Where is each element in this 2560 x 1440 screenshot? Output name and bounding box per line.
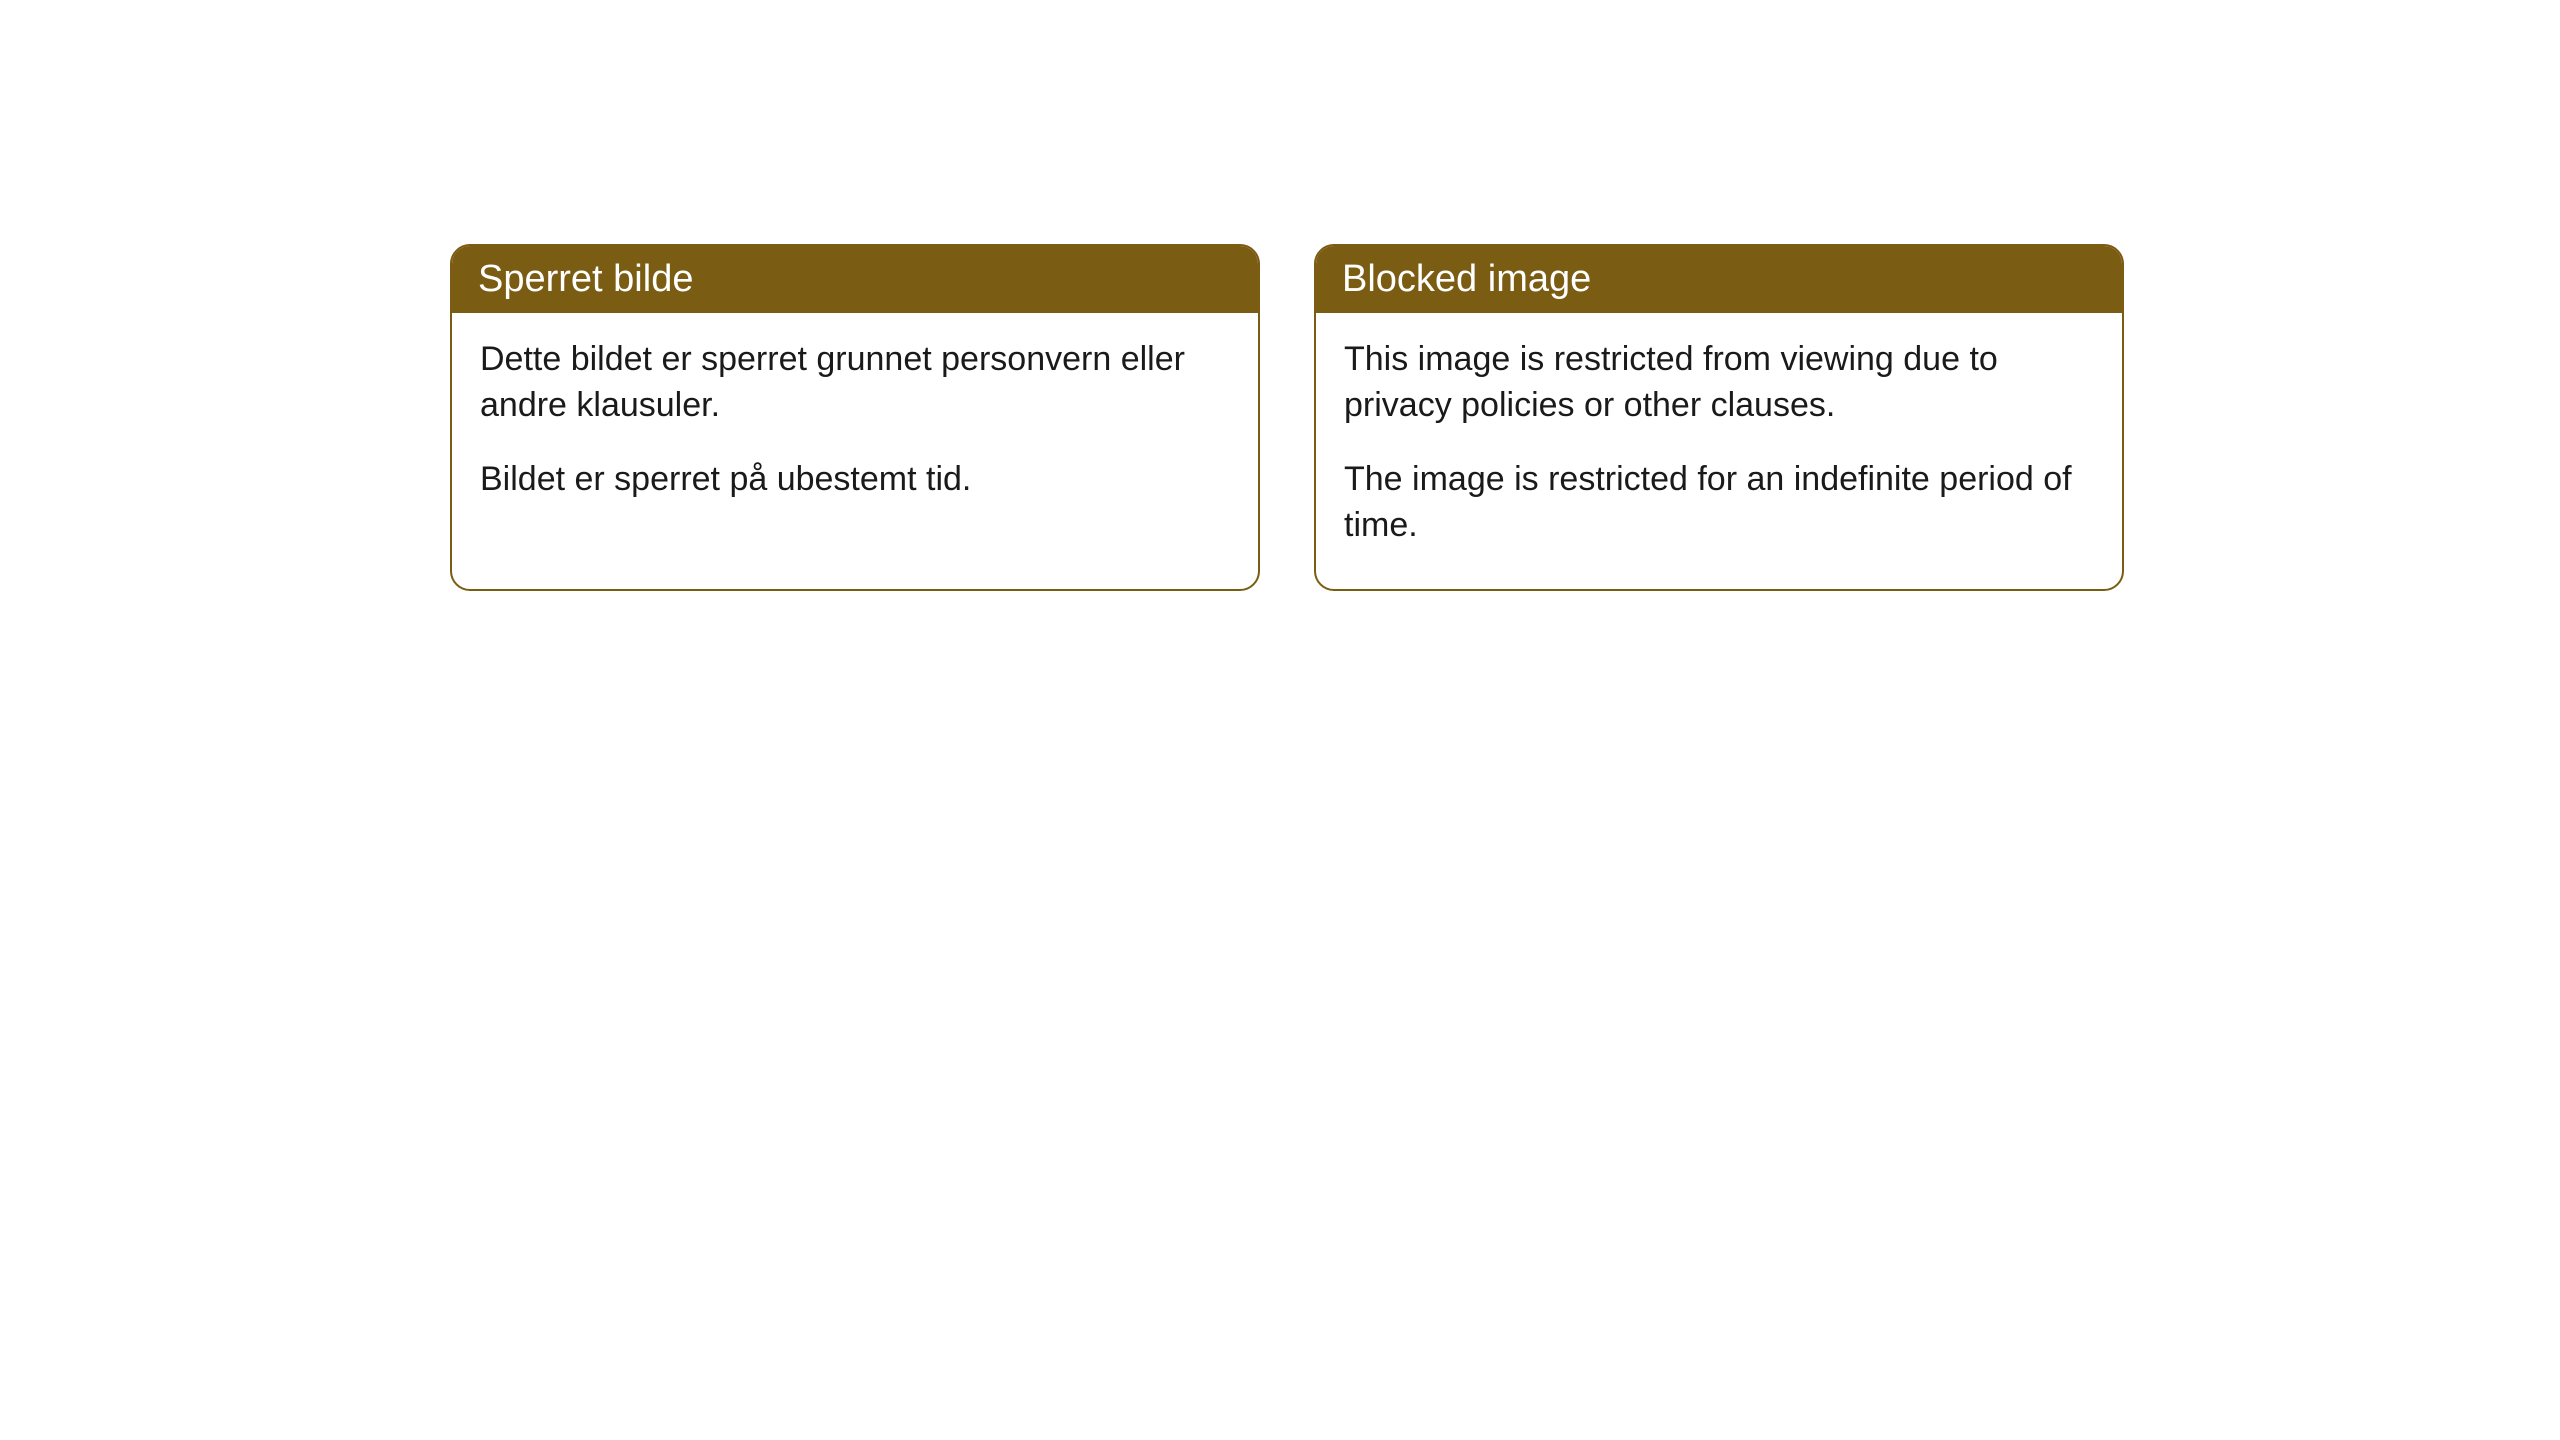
- card-paragraph: Dette bildet er sperret grunnet personve…: [480, 337, 1230, 429]
- card-body: This image is restricted from viewing du…: [1316, 313, 2122, 589]
- notice-container: Sperret bilde Dette bildet er sperret gr…: [0, 0, 2560, 591]
- notice-card-english: Blocked image This image is restricted f…: [1314, 244, 2124, 591]
- card-body: Dette bildet er sperret grunnet personve…: [452, 313, 1258, 543]
- card-title: Blocked image: [1342, 258, 1591, 300]
- card-paragraph: This image is restricted from viewing du…: [1344, 337, 2094, 429]
- card-paragraph: Bildet er sperret på ubestemt tid.: [480, 457, 1230, 503]
- card-title: Sperret bilde: [478, 258, 693, 300]
- card-header: Sperret bilde: [452, 246, 1258, 313]
- card-header: Blocked image: [1316, 246, 2122, 313]
- notice-card-norwegian: Sperret bilde Dette bildet er sperret gr…: [450, 244, 1260, 591]
- card-paragraph: The image is restricted for an indefinit…: [1344, 457, 2094, 549]
